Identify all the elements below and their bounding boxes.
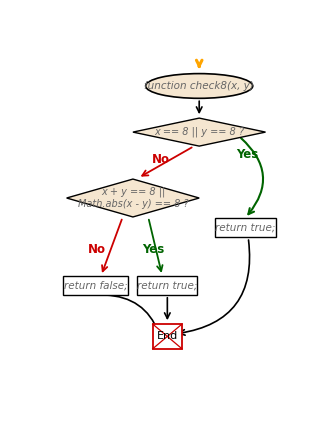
Polygon shape [153, 324, 182, 349]
Text: Yes: Yes [237, 149, 259, 161]
Text: return false;: return false; [64, 280, 128, 290]
Polygon shape [133, 118, 266, 146]
Text: Yes: Yes [142, 243, 164, 256]
Text: return true;: return true; [215, 223, 275, 233]
FancyBboxPatch shape [215, 218, 276, 237]
Text: No: No [152, 153, 170, 166]
FancyBboxPatch shape [63, 276, 128, 295]
Text: x == 8 || y == 8 ?: x == 8 || y == 8 ? [154, 127, 244, 137]
Text: return true;: return true; [137, 280, 197, 290]
Ellipse shape [146, 74, 253, 98]
Text: End: End [157, 331, 178, 342]
Text: function check8(x, y): function check8(x, y) [144, 81, 254, 91]
Polygon shape [66, 179, 199, 217]
FancyBboxPatch shape [138, 276, 197, 295]
Text: x + y == 8 ||
Math.abs(x - y) == 8 ?: x + y == 8 || Math.abs(x - y) == 8 ? [78, 187, 188, 209]
Text: No: No [88, 243, 106, 256]
